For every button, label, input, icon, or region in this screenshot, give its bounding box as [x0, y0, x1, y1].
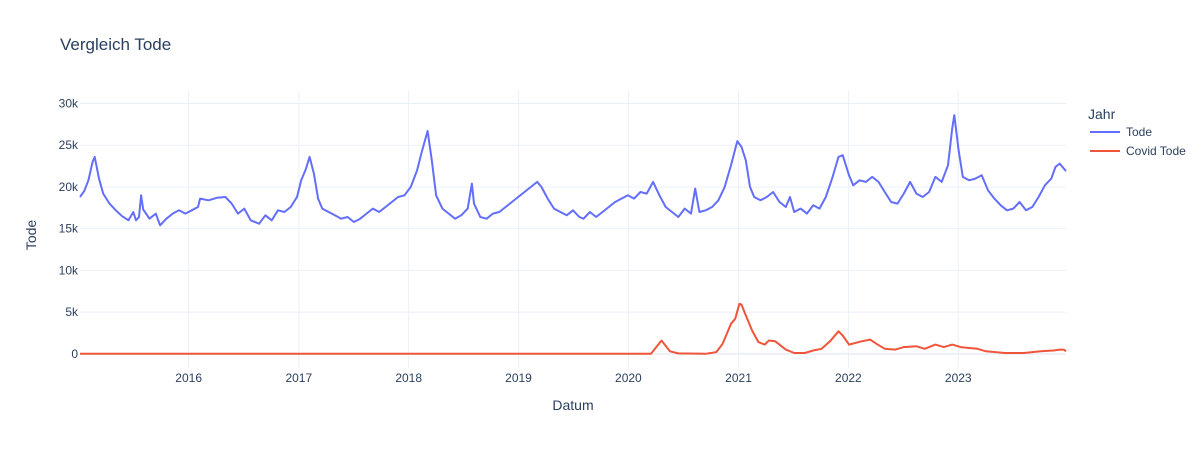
x-axis-title: Datum	[552, 397, 593, 413]
x-tick-label: 2019	[505, 371, 532, 385]
y-tick-label: 0	[71, 347, 78, 361]
legend-label: Covid Tode	[1126, 144, 1186, 158]
y-tick-label: 20k	[59, 180, 79, 194]
series-line-2	[80, 302, 1067, 355]
x-tick-label: 2023	[945, 371, 972, 385]
legend: Jahr Tode Covid Tode	[1088, 106, 1186, 158]
grid-lines	[80, 91, 1066, 368]
y-axis-ticks: 0 5k 10k 15k 20k 25k 30k	[59, 97, 79, 361]
x-tick-label: 2016	[175, 371, 202, 385]
x-tick-label: 2022	[835, 371, 862, 385]
series-line-1	[79, 114, 1067, 227]
x-tick-label: 2020	[615, 371, 642, 385]
x-tick-label: 2018	[395, 371, 422, 385]
y-tick-label: 5k	[65, 305, 79, 319]
x-tick-label: 2017	[285, 371, 312, 385]
x-tick-label: 2021	[725, 371, 752, 385]
y-tick-label: 15k	[59, 222, 79, 236]
y-tick-label: 10k	[59, 263, 79, 277]
y-tick-label: 30k	[59, 97, 79, 111]
y-tick-label: 25k	[59, 138, 79, 152]
x-axis-ticks: 2016 2017 2018 2019 2020 2021 2022 2023	[175, 371, 972, 385]
y-axis-title: Tode	[23, 220, 39, 251]
legend-label: Tode	[1126, 125, 1152, 139]
series-lines	[79, 114, 1067, 355]
chart-title: Vergleich Tode	[60, 35, 171, 54]
legend-title: Jahr	[1088, 106, 1116, 122]
